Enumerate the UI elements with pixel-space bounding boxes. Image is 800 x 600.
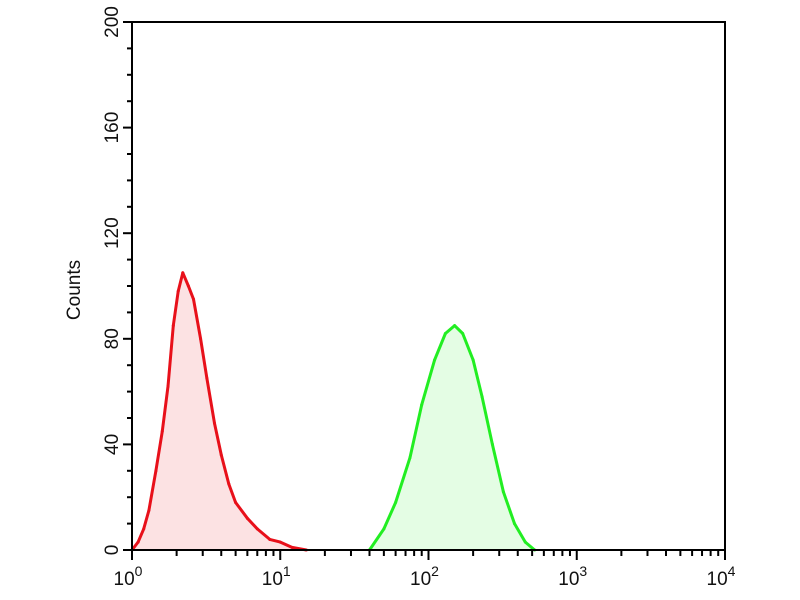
series-point <box>255 527 259 531</box>
series-point <box>443 332 447 336</box>
series-point <box>181 271 185 275</box>
series-fill-1 <box>369 325 535 550</box>
series-point <box>480 395 484 399</box>
series-point <box>205 376 209 380</box>
y-axis-label: Counts <box>64 260 85 320</box>
series-point <box>227 482 231 486</box>
series-fill-0 <box>132 272 307 550</box>
series-line-1 <box>368 324 536 552</box>
series-point <box>433 358 437 362</box>
series-point <box>234 500 238 504</box>
series-point <box>219 453 223 457</box>
series-layer <box>130 271 537 552</box>
x-tick-exponent: 0 <box>135 563 143 579</box>
series-point <box>199 337 203 341</box>
series-point <box>278 540 282 544</box>
x-tick-label: 103 <box>558 563 587 590</box>
series-point <box>142 527 146 531</box>
y-tick-label: 200 <box>102 6 123 38</box>
series-point <box>212 421 216 425</box>
y-tick-label: 80 <box>102 328 123 349</box>
series-point <box>471 358 475 362</box>
series-point <box>160 429 164 433</box>
x-tick-label: 102 <box>410 563 439 590</box>
series-line-0 <box>130 271 307 552</box>
series-point <box>186 284 190 288</box>
series-point <box>268 537 272 541</box>
series-point <box>154 469 158 473</box>
y-tick-label: 120 <box>102 217 123 249</box>
series-point <box>382 527 386 531</box>
x-tick-exponent: 3 <box>579 563 587 579</box>
series-point <box>136 540 140 544</box>
series-point <box>461 332 465 336</box>
x-tick-label: 101 <box>262 563 291 590</box>
x-tick-exponent: 2 <box>431 563 439 579</box>
series-point <box>453 324 457 328</box>
y-tick-label: 40 <box>102 434 123 455</box>
series-point <box>192 297 196 301</box>
series-point <box>490 442 494 446</box>
series-point <box>394 500 398 504</box>
y-tick-label: 0 <box>102 545 123 556</box>
series-point <box>245 516 249 520</box>
series-point <box>408 456 412 460</box>
x-tick-label: 100 <box>114 563 143 590</box>
series-point <box>523 540 527 544</box>
series-point <box>501 490 505 494</box>
series-point <box>420 403 424 407</box>
series-point <box>512 522 516 526</box>
series-point <box>171 324 175 328</box>
x-tick-exponent: 4 <box>728 563 736 579</box>
series-point <box>176 289 180 293</box>
series-point <box>166 384 170 388</box>
y-tick-label: 160 <box>102 112 123 144</box>
x-tick-exponent: 1 <box>283 563 291 579</box>
series-point <box>147 508 151 512</box>
x-tick-label: 104 <box>707 563 736 590</box>
series-point <box>290 545 294 549</box>
